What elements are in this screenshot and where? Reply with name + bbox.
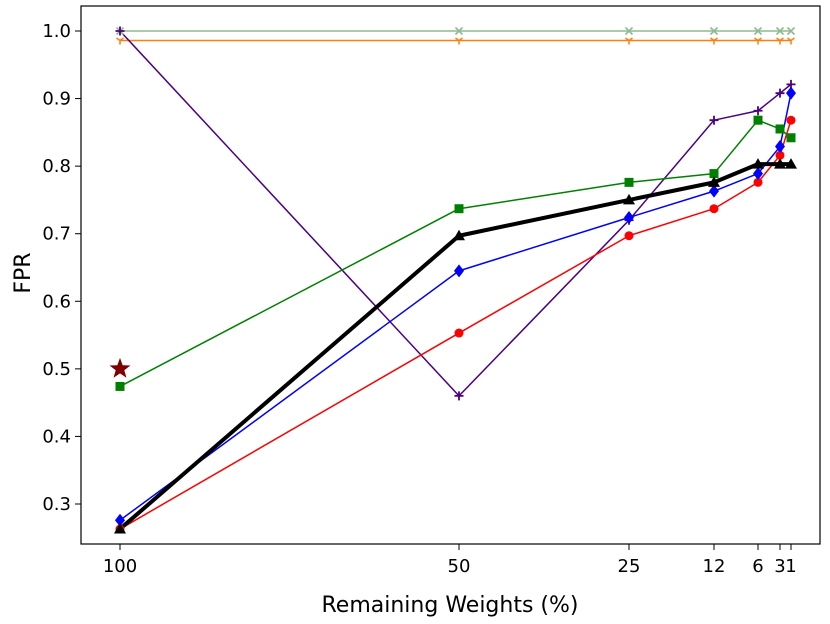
point-black-triangle — [623, 193, 635, 205]
point-blue-diamond — [753, 167, 763, 181]
point-red-circle — [775, 150, 785, 160]
point-blue-diamond — [709, 184, 719, 198]
point-blue-diamond — [786, 86, 796, 100]
point-orange-tri — [710, 37, 718, 45]
x-tick-label: 100 — [103, 556, 137, 577]
x-tick-label: 3 — [774, 556, 785, 577]
y-tick-label: 0.3 — [42, 494, 71, 515]
point-green-square — [624, 177, 634, 187]
point-orange-tri — [455, 37, 463, 45]
point-orange-tri — [776, 37, 784, 45]
point-red-circle — [786, 115, 796, 125]
point-black-triangle — [708, 176, 720, 187]
point-blue-diamond — [624, 210, 634, 224]
point-purple-plus — [753, 106, 763, 116]
series-line-blue-diamond — [119, 93, 792, 521]
y-tick-label: 0.8 — [42, 156, 71, 177]
point-green-square — [786, 133, 796, 143]
point-blue-diamond — [454, 264, 464, 278]
x-axis-ticks: 100 50 25 12 6 3 1 — [103, 544, 797, 577]
point-green-square — [709, 169, 719, 179]
annotation-star — [109, 357, 131, 378]
point-gray-x — [624, 26, 634, 36]
point-green-square — [775, 124, 785, 134]
y-tick-label: 1.0 — [42, 21, 71, 42]
point-gray-x — [709, 26, 719, 36]
point-orange-tri — [754, 37, 762, 45]
point-orange-tri — [787, 37, 795, 45]
x-tick-label: 1 — [785, 556, 796, 577]
point-black-triangle — [114, 523, 126, 534]
y-axis-ticks: 0.3 0.4 0.5 0.6 0.7 0.8 0.9 1.0 — [42, 21, 81, 515]
y-axis-label: FPR — [11, 252, 36, 293]
point-red-circle — [624, 231, 634, 241]
point-black-triangle — [785, 158, 797, 169]
y-tick-label: 0.6 — [42, 291, 71, 312]
point-orange-tri — [625, 37, 633, 45]
point-green-square — [753, 115, 763, 125]
series-line-red-circle — [119, 119, 792, 530]
y-tick-label: 0.7 — [42, 224, 71, 245]
point-purple-plus — [454, 391, 464, 401]
point-black-triangle — [453, 229, 465, 241]
point-red-circle — [753, 177, 763, 187]
plot-frame — [80, 5, 821, 545]
point-purple-plus — [709, 115, 719, 125]
point-green-square — [454, 204, 464, 214]
marker-layer — [109, 26, 797, 534]
point-red-circle — [454, 328, 464, 338]
y-tick-label: 0.4 — [42, 426, 71, 447]
point-gray-x — [786, 26, 796, 36]
point-gray-x — [775, 26, 785, 36]
series-layer — [118, 30, 792, 531]
series-line-purple-plus — [119, 30, 792, 397]
point-orange-tri — [116, 37, 124, 45]
point-black-triangle — [752, 158, 764, 169]
series-line-green-square — [119, 119, 792, 388]
point-blue-diamond — [115, 513, 125, 527]
point-purple-plus — [775, 88, 785, 98]
x-tick-label: 6 — [752, 556, 763, 577]
x-tick-label: 50 — [448, 556, 471, 577]
point-green-square — [115, 381, 125, 391]
point-gray-x — [454, 26, 464, 36]
x-tick-label: 25 — [618, 556, 641, 577]
point-black-triangle — [774, 158, 786, 169]
x-tick-label: 12 — [703, 556, 726, 577]
point-gray-x — [753, 26, 763, 36]
y-tick-label: 0.9 — [42, 89, 71, 110]
x-axis-label: Remaining Weights (%) — [322, 593, 579, 618]
point-blue-diamond — [775, 140, 785, 154]
y-tick-label: 0.5 — [42, 359, 71, 380]
point-red-circle — [709, 204, 719, 214]
point-purple-plus — [115, 26, 125, 36]
series-line-black-triangle — [118, 162, 791, 531]
